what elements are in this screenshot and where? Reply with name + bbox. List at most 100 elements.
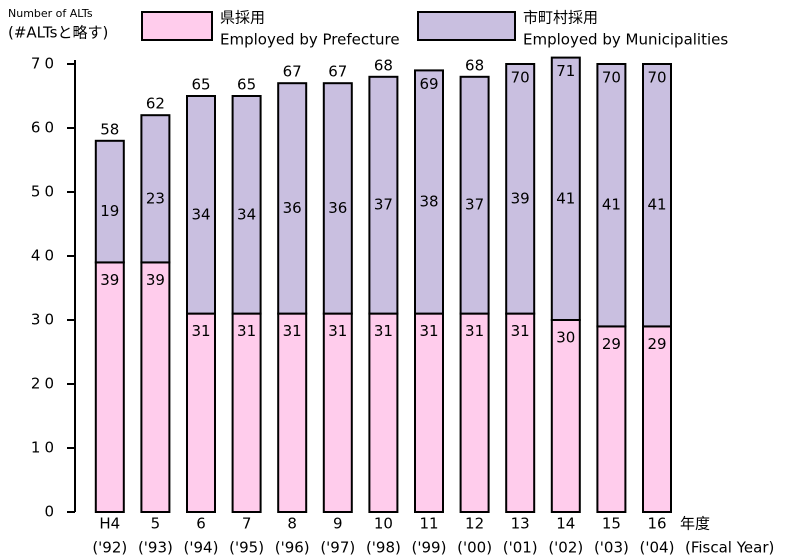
total-label: 58	[100, 120, 119, 138]
data-label: 31	[237, 322, 256, 340]
legend-label: Employed by Municipalities	[523, 31, 728, 49]
total-label: 68	[374, 56, 393, 74]
bar-segment	[140, 261, 171, 513]
data-label: 30	[556, 329, 575, 347]
x-tick-label: ('01)	[503, 539, 538, 557]
total-label: 65	[191, 76, 210, 94]
x-tick-label: 7	[242, 515, 252, 533]
bar-segment	[550, 319, 581, 513]
legend-label: 市町村採用	[523, 9, 598, 27]
total-label: 65	[237, 76, 256, 94]
data-label: 31	[511, 322, 530, 340]
y-tick-label: 50	[31, 183, 58, 201]
x-tick-label: 16	[647, 515, 666, 533]
total-label: 62	[146, 95, 165, 113]
data-label: 31	[465, 322, 484, 340]
y-axis-label: Number of ALTs	[8, 7, 93, 20]
bar-segment	[94, 139, 125, 264]
x-tick-label: 12	[465, 515, 484, 533]
x-axis-label: (Fiscal Year)	[685, 539, 774, 557]
x-tick-label: ('99)	[412, 539, 447, 557]
bar-segment	[642, 325, 672, 513]
x-tick-label: ('03)	[594, 539, 629, 557]
bar-segment	[459, 312, 490, 513]
data-label: 38	[419, 193, 438, 211]
x-tick-label: ('98)	[366, 539, 401, 557]
total-label: 71	[556, 62, 575, 80]
x-tick-label: ('95)	[229, 539, 264, 557]
bar-segment	[94, 261, 125, 513]
x-tick-label: 10	[374, 515, 393, 533]
x-tick-label: ('93)	[138, 539, 173, 557]
data-label: 39	[100, 271, 119, 289]
y-tick-label: 60	[31, 119, 58, 137]
x-tick-label: ('96)	[275, 539, 310, 557]
data-label: 19	[100, 202, 119, 220]
data-label: 39	[511, 189, 530, 207]
x-tick-label: ('92)	[92, 539, 127, 557]
bar-segment	[140, 114, 171, 264]
x-tick-label: 15	[602, 515, 621, 533]
bar-segment	[186, 95, 216, 315]
x-axis-label: 年度	[680, 515, 710, 533]
legend-swatch	[417, 11, 516, 41]
data-label: 41	[602, 196, 621, 214]
y-tick-label: 20	[31, 375, 58, 393]
x-tick-label: 5	[151, 515, 161, 533]
data-label: 23	[146, 189, 165, 207]
bar-segment	[231, 95, 262, 315]
data-label: 31	[374, 322, 393, 340]
bar-segment	[277, 82, 308, 315]
total-label: 70	[511, 69, 530, 87]
bar-segment	[322, 312, 353, 513]
bar-segment	[322, 82, 353, 315]
data-label: 31	[191, 322, 210, 340]
data-label: 31	[419, 322, 438, 340]
y-tick-label: 30	[31, 311, 58, 329]
bar-segment	[550, 56, 581, 321]
data-label: 37	[465, 196, 484, 214]
data-label: 37	[374, 196, 393, 214]
y-tick-label: 40	[31, 247, 58, 265]
bar-segment	[186, 312, 216, 513]
x-tick-label: ('00)	[457, 539, 492, 557]
total-label: 69	[419, 75, 438, 93]
legend-label: 県採用	[220, 9, 265, 27]
data-label: 31	[328, 322, 347, 340]
bar-segment	[277, 312, 308, 513]
y-tick-label: 70	[31, 55, 58, 73]
bar-segment	[505, 312, 536, 513]
bar-segment	[505, 63, 536, 315]
data-label: 39	[146, 271, 165, 289]
bar-segment	[368, 75, 399, 315]
y-tick-label: 0	[44, 503, 58, 521]
y-axis-label: (#ALTsと略す)	[8, 24, 108, 42]
data-label: 29	[647, 335, 666, 353]
x-tick-label: 11	[419, 515, 438, 533]
bar-segment	[414, 69, 444, 315]
total-label: 67	[283, 63, 302, 81]
bar-segment	[414, 312, 444, 513]
legend-label: Employed by Prefecture	[220, 31, 400, 49]
bar-segment	[596, 63, 627, 328]
total-label: 68	[465, 56, 484, 74]
bar-segment	[642, 63, 672, 328]
x-tick-label: 8	[287, 515, 297, 533]
total-label: 70	[647, 69, 666, 87]
bar-segment	[231, 312, 262, 513]
x-tick-label: 13	[511, 515, 530, 533]
legend-swatch	[141, 11, 213, 41]
data-label: 36	[328, 199, 347, 217]
data-label: 41	[647, 196, 666, 214]
bar-segment	[459, 75, 490, 315]
data-label: 34	[237, 205, 256, 223]
x-tick-label: H4	[99, 515, 120, 533]
data-label: 41	[556, 189, 575, 207]
total-label: 67	[328, 63, 347, 81]
y-tick-label: 10	[31, 439, 58, 457]
x-tick-label: ('97)	[320, 539, 355, 557]
x-tick-label: 6	[196, 515, 206, 533]
x-tick-label: ('94)	[184, 539, 219, 557]
bar-segment	[596, 325, 627, 513]
